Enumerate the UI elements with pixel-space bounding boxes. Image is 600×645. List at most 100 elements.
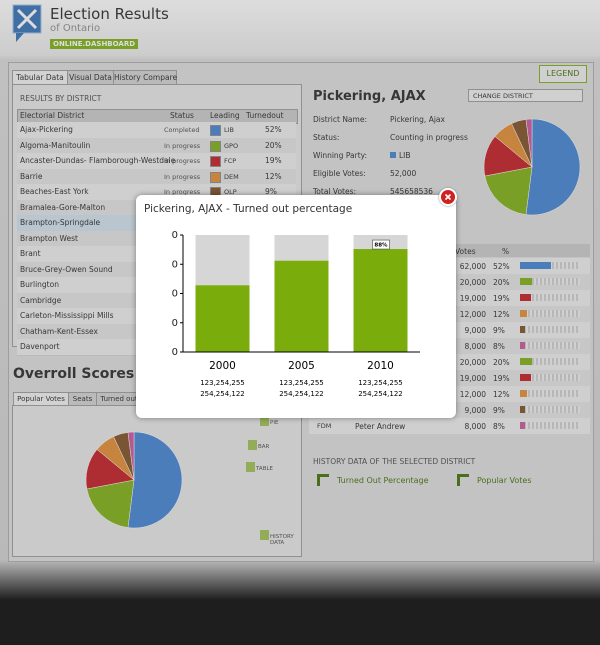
view-icon [246,462,255,472]
close-button[interactable] [439,188,457,206]
party-name: FCP [224,157,237,165]
history-link[interactable]: Popular Votes [477,476,532,485]
party-name: OLP [224,188,237,196]
bar-sublabel: 254,254,122 [200,390,245,398]
link-icon [457,474,469,486]
share-bar [520,422,525,429]
y-tick-label: 0 [172,259,178,270]
district-name: Carleton-Mississippi Mills [20,311,114,320]
field-label: District Name: [313,115,367,124]
status: Completed [164,126,200,134]
percent: 19% [493,374,510,383]
share-bar [520,358,532,365]
share-bar [520,294,532,301]
x-tick-label: 2000 [209,360,236,372]
history-link[interactable]: Turned Out Percentage [337,476,429,485]
share-track [520,390,580,397]
votes: 8,000 [464,422,486,431]
field-label: Eligible Votes: [313,169,366,178]
value-label: 88% [374,243,388,249]
percent: 19% [493,294,510,303]
share-track [520,294,580,301]
district-name: Bruce-Grey-Owen Sound [20,264,113,274]
votes: 62,000 [459,262,486,271]
field-label: Total Votes: [313,187,357,196]
district-name: Barrie [20,171,43,181]
view-button[interactable]: HISTORY DATA [270,534,294,546]
tab[interactable]: Turned out [96,392,142,406]
percent: 9% [493,406,505,415]
percent: 12% [493,390,510,399]
tab[interactable]: Seats [68,392,97,406]
district-name: Brampton West [20,233,78,243]
share-track [520,326,580,333]
party-name: LIB [224,126,234,134]
district-title: Pickering, AJAX [313,89,426,104]
bar-sublabel: 123,254,255 [200,379,245,387]
field-value: Counting in progress [390,133,468,142]
share-bar [520,390,528,397]
view-icon [260,416,269,426]
turnout: 9% [265,187,277,196]
votes: 12,000 [459,390,486,399]
bar-sublabel: 123,254,255 [358,379,403,387]
pie-slice [525,118,533,168]
field-label: Status: [313,133,340,142]
field-label: Winning Party: [313,151,368,160]
district-name: Beaches-East York [20,187,89,196]
share-track [520,358,580,365]
votes: 8,000 [464,342,486,351]
legend-button[interactable]: LEGEND [539,65,587,83]
turnout: 12% [265,171,282,181]
percent: 9% [493,326,505,335]
share-bar [520,326,526,333]
table-row: FDM Peter Andrew 8,000 8% [309,418,590,434]
percent: 12% [493,310,510,319]
votes: 12,000 [459,310,486,319]
close-icon [444,193,452,201]
percent: 8% [493,422,505,431]
field-value: 545658536 [390,187,433,196]
view-button[interactable]: BAR [258,444,270,450]
value-label-box [372,239,390,250]
view-button[interactable]: PIE [270,420,279,426]
change-district[interactable]: CHANGE DISTRICT [468,89,583,102]
x-tick-label: 2010 [367,360,394,372]
votes: 20,000 [459,358,486,367]
district-name: Ancaster-Dundas- Flamborough-Westdale [20,156,176,165]
district-name: Davenport [20,342,60,351]
party-swatch [210,125,221,136]
percent: 8% [493,342,505,351]
share-track [520,278,580,285]
share-track [520,342,580,349]
bar-sublabel: 254,254,122 [358,390,403,398]
party-swatch [390,152,396,158]
bar [195,285,250,352]
section-heading: RESULTS BY DISTRICT [20,94,102,103]
district-name: Chatham-Kent-Essex [20,326,98,336]
view-icon [260,530,269,540]
share-track [520,422,580,429]
field-value: LIB [399,151,411,160]
turnout: 20% [265,140,282,150]
bar [353,249,408,352]
modal-title: Pickering, AJAX - Turned out percentage [144,203,353,215]
turnout: 52% [265,125,282,134]
column-header: Status [170,111,194,120]
column-header: % [502,247,510,256]
status: In progress [164,141,201,150]
percent: 52% [493,262,510,271]
column-header: Votes [455,247,476,256]
votes: 19,000 [459,294,486,303]
party-swatch [210,140,221,152]
district-name: Cambridge [20,295,62,305]
status: In progress [164,172,201,181]
modal: Pickering, AJAX - Turned out percentage 0… [136,188,457,418]
view-button[interactable]: TABLE [256,466,274,472]
logo [12,4,42,42]
share-bar [520,342,525,349]
history-heading: HISTORY DATA OF THE SELECTED DISTRICT [313,457,476,466]
y-tick-label: 0 [172,318,178,329]
tab[interactable]: History Compare [113,70,177,85]
bar [274,260,329,352]
